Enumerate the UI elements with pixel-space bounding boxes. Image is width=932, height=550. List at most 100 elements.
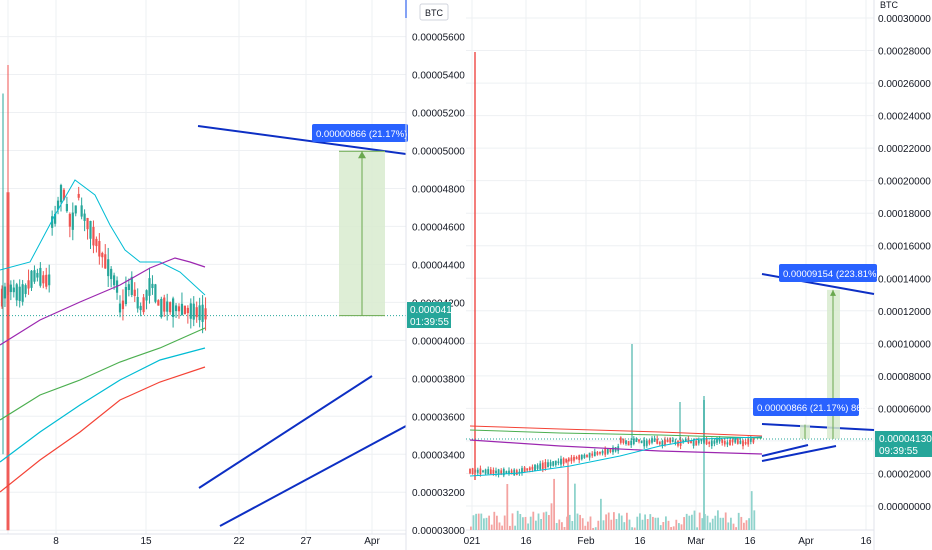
candle-body	[80, 205, 83, 217]
y-tick-label: 0.00022000	[878, 144, 931, 155]
ma-teal-short	[0, 179, 206, 296]
right-chart-panel[interactable]: 021 16 Feb 16 Mar 16 Apr 16 0.00030000 0.00028000…	[464, 0, 932, 550]
volume-bar	[496, 515, 498, 530]
candle-body	[731, 439, 734, 443]
y-tick-label: 0.00003200	[412, 488, 465, 499]
candle-body	[136, 296, 139, 309]
candle-body	[604, 448, 607, 455]
candle-body	[172, 298, 175, 318]
x-tick-label: 16	[520, 536, 532, 547]
x-tick-label: 021	[464, 536, 481, 547]
volume-bar	[618, 513, 620, 530]
candle-body	[700, 439, 703, 442]
candle-body	[142, 297, 145, 313]
trendline-support-lower	[761, 445, 837, 462]
trendline-resistance	[197, 125, 407, 155]
candle-body	[183, 305, 186, 315]
candle-body	[30, 270, 33, 288]
volume-bar	[602, 520, 605, 530]
volume-bar	[477, 513, 480, 530]
candle-body	[163, 297, 166, 312]
y-tick-label: 0.00003400	[412, 450, 465, 461]
y-tick-label: 0.00008000	[878, 372, 931, 383]
volume-bar	[584, 525, 587, 530]
candle-body	[622, 438, 625, 443]
volume-bar	[636, 516, 639, 530]
measure-badge-text: 0.00000866 (21.17%) 866	[316, 129, 426, 140]
y-tick-label: 0.00014000	[878, 274, 931, 285]
candle-body	[95, 238, 98, 247]
y-tick-label: 0.00006000	[878, 404, 931, 415]
y-tick-label: 0.00003800	[412, 374, 465, 385]
x-tick-label: 15	[140, 536, 152, 547]
candle-body	[643, 439, 646, 447]
volume-bar	[706, 515, 709, 530]
volume-bar	[652, 516, 654, 530]
countdown-text: 09:39:55	[879, 446, 918, 457]
candle-body	[651, 438, 653, 443]
x-tick-label: 8	[53, 536, 59, 547]
candle-body	[627, 441, 630, 446]
x-tick-label: 22	[233, 536, 245, 547]
candle-body	[695, 440, 698, 446]
volume-bar	[537, 513, 540, 530]
volume-bar	[748, 518, 750, 530]
y-tick-label: 0.00000000	[878, 502, 931, 513]
volume-bar	[701, 518, 704, 530]
y-tick-label: 0.00026000	[878, 79, 931, 90]
candle-body	[640, 440, 643, 444]
y-tick-label: 0.00005400	[412, 71, 465, 82]
candle-body	[635, 438, 638, 442]
candle-body	[169, 302, 172, 313]
candle-body	[160, 298, 163, 318]
volume-bar	[711, 518, 714, 530]
candle-body	[562, 458, 565, 464]
volume-bar	[641, 519, 644, 530]
candle-body	[580, 454, 583, 460]
candle-body	[180, 303, 184, 315]
candle-body	[124, 287, 127, 305]
measure-badge-small-text: 0.00000866 (21.17%) 866	[757, 403, 867, 414]
volume-bar	[527, 523, 529, 530]
candle-body	[27, 280, 30, 289]
volume-bar	[480, 513, 483, 530]
candle-body	[24, 285, 27, 294]
volume-bar	[532, 511, 535, 530]
candle-body	[638, 439, 640, 442]
candle-body	[539, 463, 542, 470]
volume-bar	[688, 515, 691, 530]
volume-bar	[628, 519, 631, 530]
candle-body	[510, 470, 513, 475]
ma-green	[469, 429, 763, 439]
candle-body	[690, 440, 692, 444]
candle-body	[578, 455, 581, 460]
candle-body	[601, 451, 604, 454]
candle-body	[502, 468, 505, 476]
y-tick-label: 0.00028000	[878, 47, 931, 58]
candle-body	[198, 305, 201, 321]
candle-body	[476, 469, 479, 473]
candle-body	[154, 284, 157, 302]
candle-body	[471, 468, 474, 474]
volume-bar	[613, 512, 615, 530]
last-price-badge	[875, 431, 932, 457]
volume-bar	[498, 522, 501, 530]
y-tick-label: 0.00005000	[412, 146, 465, 157]
volume-bar	[545, 511, 548, 530]
candle-body	[692, 440, 695, 446]
y-tick-label: 0.00004400	[412, 260, 465, 271]
volume-bar	[693, 510, 696, 530]
volume-bar	[514, 525, 516, 530]
volume-bar	[483, 518, 485, 530]
volume-bar	[727, 522, 730, 530]
y-tick-label: 0.00012000	[878, 307, 931, 318]
volume-bar	[626, 512, 628, 530]
candle-body	[570, 457, 573, 462]
candle-body	[148, 278, 151, 296]
volume-bar	[558, 519, 561, 530]
candle-body	[192, 303, 195, 320]
candle-body	[710, 440, 713, 447]
candle-body	[747, 438, 750, 445]
volume-bar	[633, 527, 636, 530]
left-chart-panel[interactable]: 8 15 22 27 Apr 0.00005600 0.00005400 0.00005200…	[0, 0, 465, 547]
